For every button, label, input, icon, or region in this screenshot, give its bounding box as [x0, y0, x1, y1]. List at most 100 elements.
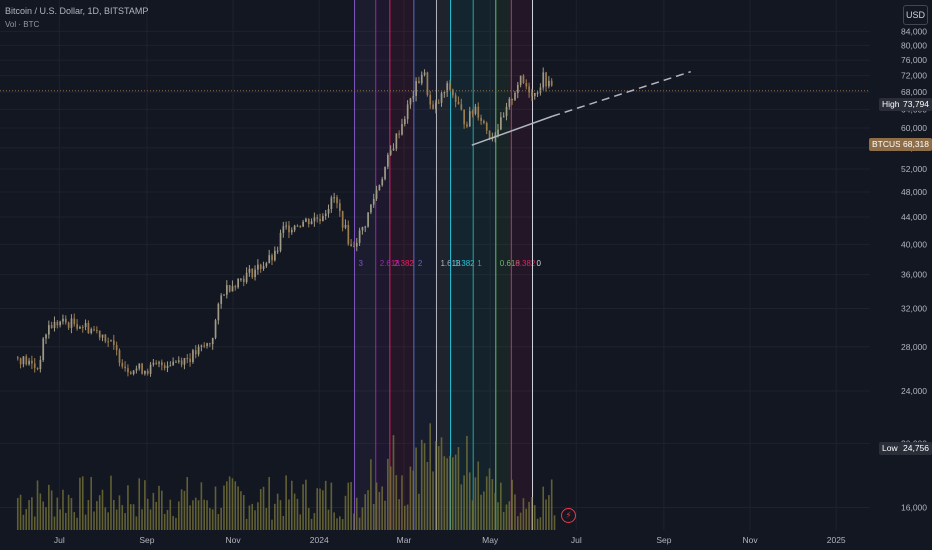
candle-body	[33, 363, 36, 368]
candle-body	[124, 366, 127, 369]
candle-body	[186, 357, 189, 359]
candle-body	[293, 225, 296, 231]
volume-bar	[194, 497, 197, 530]
volume-bar	[367, 490, 369, 530]
volume-bar	[454, 454, 457, 530]
candle-body	[429, 94, 432, 105]
volume-bar	[548, 495, 550, 530]
volume-bar	[110, 475, 112, 530]
volume-bar	[531, 497, 533, 530]
volume-bar	[313, 513, 316, 530]
volume-bar	[87, 500, 90, 530]
volume-bar	[358, 517, 361, 530]
candle-body	[440, 93, 443, 103]
volume-bar	[22, 514, 25, 530]
volume-bar	[491, 479, 494, 530]
volume-bar	[305, 479, 307, 530]
volume-bar	[127, 485, 129, 530]
volume-bar	[466, 435, 468, 530]
volume-bar	[516, 516, 519, 530]
candle-body	[113, 340, 115, 345]
volume-bar	[33, 516, 36, 530]
volume-bar	[350, 482, 352, 530]
volume-bar	[327, 509, 330, 530]
candle-body	[50, 325, 53, 328]
candle-body	[110, 340, 112, 342]
volume-bar	[214, 486, 217, 530]
candle-body	[53, 321, 56, 328]
volume-bar	[158, 485, 160, 530]
candle-body	[370, 204, 372, 213]
candle-body	[302, 221, 304, 227]
price-axis-label: 80,000	[901, 40, 927, 50]
candle-body	[259, 264, 262, 269]
candle-body	[237, 278, 240, 288]
candle-body	[118, 350, 121, 363]
currency-button[interactable]: USD	[903, 5, 928, 25]
candle-body	[327, 209, 330, 214]
lightning-icon[interactable]: ⚡	[561, 508, 576, 523]
time-axis-label: Sep	[139, 535, 154, 545]
volume-bar	[361, 507, 364, 530]
volume-bar	[435, 441, 437, 530]
volume-bar	[339, 516, 341, 530]
volume-bar	[70, 498, 73, 530]
candle-body	[132, 370, 135, 374]
candle-body	[539, 87, 542, 93]
volume-bar	[440, 437, 443, 530]
volume-bar	[211, 509, 214, 530]
candle-body	[536, 92, 539, 94]
candle-body	[372, 198, 375, 205]
candle-body	[491, 138, 494, 140]
candle-body	[401, 124, 403, 135]
volume-bar	[251, 503, 254, 530]
candle-body	[172, 361, 175, 366]
volume-bar	[395, 475, 398, 530]
candle-body	[175, 361, 177, 363]
volume-bar	[180, 489, 183, 530]
candle-body	[31, 360, 33, 364]
volume-bar	[59, 509, 61, 530]
candle-body	[129, 372, 132, 374]
volume-bar	[409, 466, 412, 530]
candle-body	[107, 341, 110, 343]
volume-bar	[364, 494, 367, 530]
fib-label: 3	[359, 259, 364, 268]
volume-bar	[39, 493, 42, 530]
candle-body	[463, 109, 466, 125]
candle-body	[426, 72, 429, 95]
candle-body	[200, 345, 203, 347]
volume-bar	[336, 518, 338, 530]
volume-bar	[403, 505, 406, 530]
volume-bar	[299, 514, 302, 530]
candle-body	[367, 212, 369, 227]
volume-indicator-label[interactable]: Vol · BTC	[5, 20, 40, 29]
volume-bar	[536, 518, 539, 530]
high-label: High	[879, 98, 903, 111]
trendline-projection	[552, 70, 691, 117]
volume-bar	[132, 504, 135, 530]
candle-body	[226, 285, 228, 295]
candle-body	[84, 322, 87, 328]
volume-bar	[483, 491, 485, 530]
candle-body	[81, 327, 84, 329]
volume-bar	[525, 508, 528, 530]
candle-body	[341, 211, 344, 228]
time-axis-label: Jul	[54, 535, 65, 545]
volume-bar	[468, 472, 471, 530]
volume-bar	[101, 489, 104, 530]
volume-bar	[432, 471, 434, 530]
volume-bar	[542, 486, 545, 530]
volume-bar	[511, 479, 513, 530]
price-axis-label: 72,000	[901, 71, 927, 81]
volume-bar	[276, 493, 279, 530]
candle-body	[387, 154, 389, 167]
candle-body	[101, 334, 104, 338]
candle-body	[347, 224, 350, 245]
volume-bar	[550, 479, 553, 530]
candle-body	[364, 226, 367, 228]
candle-body	[483, 120, 485, 123]
candle-body	[48, 325, 50, 335]
